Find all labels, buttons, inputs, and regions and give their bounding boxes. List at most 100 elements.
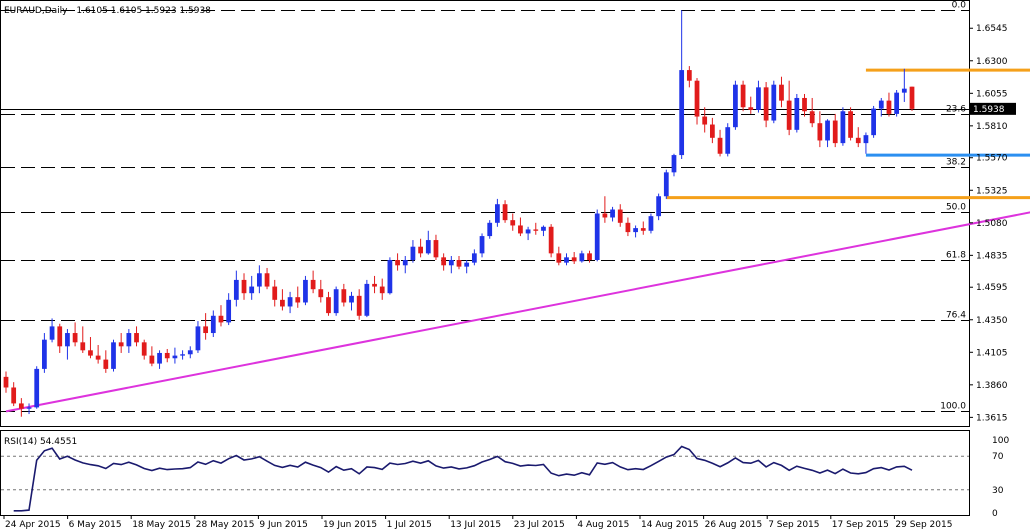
candle	[495, 198, 500, 227]
candle	[180, 350, 185, 360]
candle	[625, 217, 631, 237]
candle	[909, 86, 915, 111]
candle-body	[72, 333, 78, 343]
candle	[318, 279, 324, 303]
candle	[149, 346, 155, 367]
candle-body	[341, 289, 347, 303]
candle	[809, 97, 815, 128]
candle-body	[425, 240, 431, 254]
chart-annotations	[1, 68, 1030, 413]
candle-body	[495, 204, 500, 223]
candle	[203, 313, 209, 340]
rsi-indicator: 100 70 30 0	[1, 436, 1009, 519]
candle	[786, 80, 792, 136]
candle	[111, 339, 116, 372]
candle-body	[587, 253, 592, 260]
candle-body	[686, 70, 692, 81]
candle	[541, 225, 546, 237]
candle-body	[679, 70, 685, 156]
candle-body	[34, 368, 40, 408]
candle-body	[594, 213, 600, 260]
main-pane-frame	[0, 0, 970, 427]
candle-body	[571, 257, 577, 262]
candle	[848, 107, 853, 141]
candle-body	[88, 350, 93, 356]
candle	[894, 89, 900, 117]
candle	[172, 347, 178, 364]
candle-body	[226, 299, 232, 323]
candle-body	[118, 342, 124, 347]
candle-body	[218, 315, 224, 323]
candle	[663, 169, 669, 199]
candle-body	[11, 387, 17, 404]
price-tick-label: 1.6055	[976, 89, 1008, 99]
candle-body	[387, 259, 393, 294]
candle	[740, 80, 746, 112]
candle	[256, 265, 262, 294]
price-tick-label: 1.5810	[976, 122, 1008, 132]
candle	[448, 256, 454, 274]
ohlc-values: 1.6105 1.6105 1.5923 1.5938	[76, 6, 211, 16]
candle-body	[656, 196, 662, 217]
date-tick-label: 28 May 2015	[196, 520, 255, 530]
candle-body	[487, 222, 493, 237]
candle-body	[518, 225, 523, 234]
candle-body	[141, 342, 147, 356]
fib-level-label: 76.4	[946, 311, 966, 321]
candle-body	[709, 124, 715, 138]
candle-body	[625, 222, 631, 233]
fib-level-label: 0.0	[952, 1, 967, 11]
candle-body	[817, 123, 823, 141]
candle-body	[418, 246, 423, 254]
candle-body	[295, 297, 301, 303]
candle-body	[733, 84, 738, 128]
candle-body	[172, 355, 178, 359]
candle-body	[448, 259, 454, 266]
candle-body	[548, 226, 554, 254]
price-tick-label: 1.5325	[976, 186, 1008, 196]
candle	[487, 220, 493, 239]
candle-body	[502, 204, 508, 221]
candle	[756, 80, 761, 113]
rsi-tick-label: 100	[992, 436, 1009, 446]
candlestick-series	[3, 10, 915, 417]
current-price-label: 1.5938	[973, 105, 1005, 115]
candle-body	[464, 262, 470, 267]
candle	[126, 329, 132, 353]
candle-body	[579, 253, 585, 262]
candle	[733, 80, 738, 130]
candle	[832, 113, 838, 148]
candle	[564, 253, 569, 266]
candle-body	[640, 228, 646, 231]
price-axis: 1.6545 1.6300 1.6055 1.5810 1.5570 1.5325 1.50…	[969, 24, 1016, 423]
candle	[410, 240, 416, 263]
candle-body	[610, 209, 615, 218]
rsi-line	[13, 445, 913, 512]
candle-body	[195, 326, 201, 351]
candle	[763, 82, 769, 128]
candle	[533, 222, 539, 235]
candle-body	[287, 297, 293, 307]
candle	[233, 270, 239, 307]
candle	[594, 209, 600, 262]
candle	[349, 291, 354, 311]
chart-symbol-title: EURAUD,Daily 1.6105 1.6105 1.5923 1.5938	[4, 6, 211, 16]
candle-body	[533, 229, 539, 231]
candle-body	[786, 100, 792, 130]
candle	[272, 279, 278, 307]
candle	[425, 230, 431, 255]
date-tick-label: 18 May 2015	[132, 520, 191, 530]
candle	[210, 310, 216, 338]
candle-body	[187, 350, 193, 355]
candle	[817, 111, 823, 148]
candle-body	[763, 87, 769, 121]
candle	[602, 196, 608, 223]
candle	[57, 323, 63, 353]
candle	[794, 93, 800, 133]
candle-body	[57, 326, 63, 347]
candle	[226, 293, 232, 326]
candle-body	[80, 342, 86, 351]
candle	[640, 221, 646, 235]
price-tick-label: 1.5080	[976, 219, 1008, 229]
